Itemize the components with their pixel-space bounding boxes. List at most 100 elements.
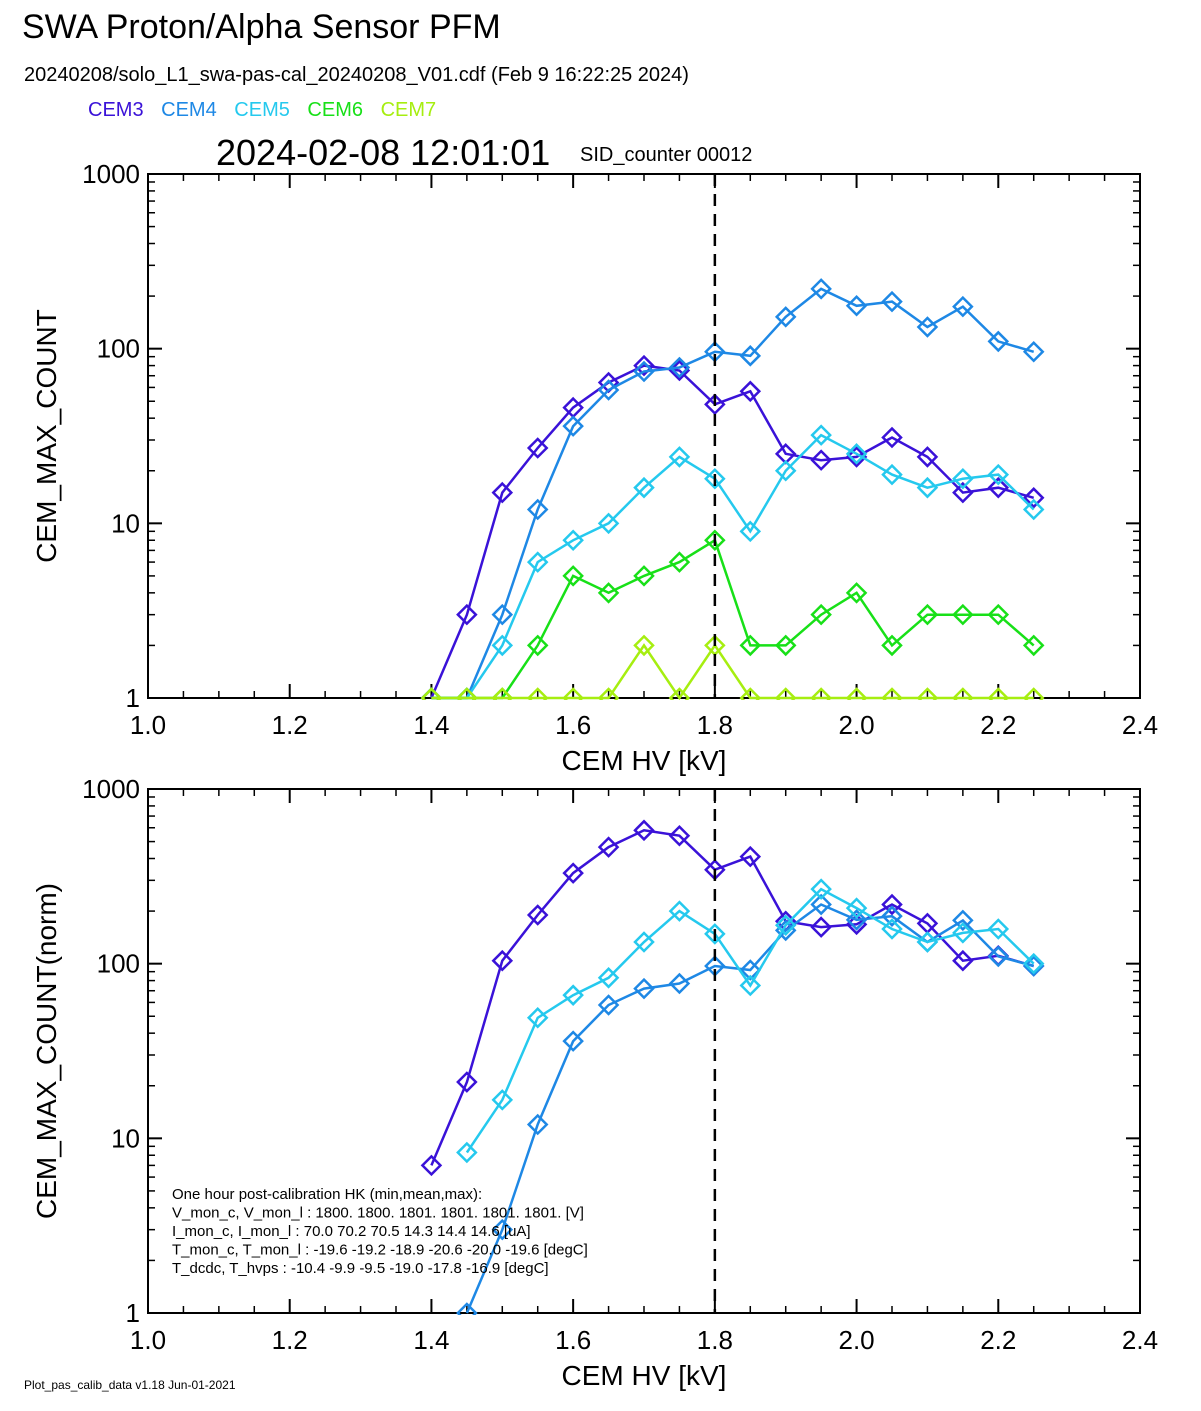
data-point [810,878,832,900]
data-point [916,687,939,700]
series-line-cem5 [465,887,1035,1154]
data-point [739,959,762,981]
data-point [526,904,549,926]
data-point [456,1302,478,1315]
data-point [881,634,903,657]
series-cem4 [420,278,1045,700]
data-point [597,994,620,1016]
series-line-cem4 [465,903,1035,1314]
hk-line: V_mon_c, V_mon_l : 1800. 1800. 1801. 180… [172,1205,584,1222]
x-tick-label: 1.4 [413,1325,449,1355]
data-point [1022,487,1045,509]
x-tick-label: 2.0 [838,710,874,740]
data-point [810,449,832,471]
data-point [704,393,726,416]
data-point [952,603,974,626]
data-point [774,914,797,936]
timestamp: 2024-02-08 12:01:01 [216,132,551,173]
data-point [739,687,762,700]
data-point [739,974,762,997]
data-point [668,687,691,700]
data-point [774,687,797,700]
data-point [987,603,1010,626]
hk-line: T_dcdc, T_hvps : -10.4 -9.9 -9.5 -19.0 -… [172,1260,549,1277]
sid-counter: SID_counter 00012 [580,144,753,166]
data-point [562,565,584,587]
data-point [952,467,974,490]
data-point [526,1113,549,1136]
data-point [739,845,762,868]
y-tick-label: 1 [126,683,140,713]
data-point [952,949,974,972]
data-point [526,1007,549,1029]
data-point [704,467,726,490]
series-line-cem6 [431,538,1035,700]
data-point [987,463,1010,486]
data-point [491,1218,514,1241]
data-point [952,481,974,504]
y-axis-label: CEM_MAX_COUNT(norm) [31,883,62,1219]
data-point [562,687,584,700]
data-point [739,345,762,367]
data-point [881,893,903,916]
data-point [845,909,868,931]
data-point [526,687,549,700]
hk-line: T_mon_c, T_mon_l : -19.6 -19.2 -18.9 -20… [172,1242,588,1259]
data-point [1022,498,1045,521]
data-point [526,551,549,573]
y-tick-label: 100 [97,334,140,364]
data-point [597,512,620,535]
x-tick-label: 1.4 [413,710,449,740]
x-tick-label: 1.8 [697,710,733,740]
data-point [810,893,832,916]
legend-cem6: CEM6 [307,99,363,121]
data-point [810,687,832,700]
plot-frame [147,173,1141,699]
hk-line: I_mon_c, I_mon_l : 70.0 70.2 70.5 14.3 1… [172,1223,531,1240]
data-point [597,379,620,401]
y-tick-label: 1 [126,1298,140,1328]
data-point [633,476,655,499]
data-point [845,687,868,700]
data-point [952,922,974,944]
file-subtitle: 20240208/solo_L1_swa-pas-cal_20240208_V0… [24,64,689,86]
data-point [491,603,514,626]
data-point [526,498,549,521]
series-line-cem7 [431,643,1034,700]
data-point [456,1141,478,1164]
data-point [810,916,832,938]
data-point [491,1089,514,1111]
data-point [1022,687,1045,700]
x-tick-label: 2.4 [1122,1325,1158,1355]
y-tick-label: 1000 [82,160,140,189]
data-point [810,278,832,300]
x-tick-label: 1.0 [130,1325,166,1355]
data-point [456,603,478,626]
x-tick-label: 1.6 [555,1325,591,1355]
data-point [491,687,514,700]
data-point [845,582,868,604]
data-point [420,687,443,700]
data-point [562,862,584,884]
data-point [1022,955,1045,977]
data-point [562,529,584,552]
data-point [668,900,691,922]
series-cem5 [420,424,1045,700]
series-cem6 [420,529,1045,700]
data-point [456,687,478,700]
data-point [881,905,903,927]
hk-summary: One hour post-calibration HK (min,mean,m… [172,1186,588,1277]
data-point [881,687,903,700]
series-line-cem4 [431,287,1035,700]
chart-cem-max-count: 1.0 1.2 1.4 1.6 1.8 2.0 2.2 2.4 1 10 100 1000 CEM HV… [31,160,1158,776]
chart-cem-max-count-norm: 1.0 1.2 1.4 1.6 1.8 2.0 2.2 2.4 1 10 100 1000 CEM HV… [31,775,1158,1391]
data-point [774,634,797,657]
data-point [597,687,620,700]
data-point [881,426,903,449]
data-point [739,634,762,657]
y-tick-label: 100 [97,949,140,979]
data-point [668,551,691,573]
data-point [633,931,655,953]
data-point [987,330,1010,353]
legend: CEM3 CEM4 CEM5 CEM6 CEM7 [88,99,448,122]
